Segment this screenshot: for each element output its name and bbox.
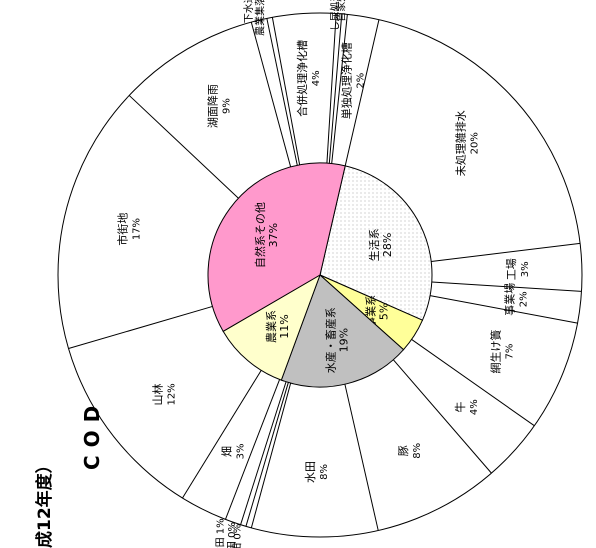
outer-separator xyxy=(411,339,535,427)
inner-slice-4 xyxy=(207,162,346,333)
outer-separator xyxy=(331,14,348,164)
outer-label-name: 合併処理浄化槽 xyxy=(295,40,309,117)
outer-label-name: 湖面降雨 xyxy=(206,84,220,128)
inner-slice-3 xyxy=(222,273,321,381)
inner-label-name: 農業系 xyxy=(264,310,278,343)
outer-label-name: 工場 xyxy=(505,258,518,280)
outer-label-2: 事業場 2% xyxy=(503,283,529,316)
inner-slice-2 xyxy=(280,274,405,388)
outer-label-14: 下水道 1% xyxy=(242,0,255,23)
outer-label-value: 8% xyxy=(319,464,330,480)
outer-separator xyxy=(344,19,380,166)
outer-label-name: 自家処理 0% xyxy=(335,0,348,22)
outer-label-name: し尿処理施設 0% xyxy=(329,0,342,31)
outer-label-name: 下水道 1% xyxy=(242,0,255,23)
outer-label-name: 転作田 0% xyxy=(226,522,238,548)
outer-label-name: 単独処理浄化槽 xyxy=(340,42,354,119)
chart-subtitle: COD xyxy=(80,397,104,470)
outer-label-value: 4% xyxy=(311,70,322,86)
outer-separator xyxy=(182,370,262,499)
outer-label-1: 工場 3% xyxy=(505,258,531,280)
outer-label-name: 畑 xyxy=(220,446,233,457)
outer-label-name: 作付田 1% xyxy=(214,518,227,548)
inner-label-0: 生活系 28% xyxy=(367,228,394,261)
outer-separator xyxy=(392,359,492,474)
inner-label-name: 自然系その他 xyxy=(253,202,267,268)
inner-label-value: 11% xyxy=(278,314,291,338)
outer-separator xyxy=(430,295,578,324)
outer-separator xyxy=(271,17,301,165)
outer-label-17: し尿処理施設 0% xyxy=(329,0,342,31)
outer-separator xyxy=(431,242,581,262)
outer-separator xyxy=(326,13,337,164)
inner-label-value: 37% xyxy=(267,223,280,247)
outer-separator xyxy=(328,13,343,164)
inner-label-4: 自然系その他 37% xyxy=(253,202,280,268)
outer-separator xyxy=(250,382,292,528)
outer-label-6: 水田 8% xyxy=(304,461,330,483)
inner-label-value: 19% xyxy=(337,328,350,352)
outer-label-name: 農業集落排水 0% xyxy=(253,0,266,36)
outer-separator xyxy=(225,379,281,520)
outer-label-value: 7% xyxy=(505,344,516,360)
outer-separator xyxy=(344,384,379,531)
outer-label-value: 8% xyxy=(412,443,423,459)
outer-label-value: 2% xyxy=(356,73,367,89)
inner-label-value: 5% xyxy=(377,303,390,320)
inner-label-name: 生活系 xyxy=(367,228,381,261)
outer-label-name: ハス田 0% xyxy=(233,524,244,548)
outer-label-value: 3% xyxy=(520,261,531,277)
outer-separator xyxy=(245,382,289,527)
outer-label-11: 山林 12% xyxy=(150,383,177,405)
outer-label-name: 山林 xyxy=(150,383,164,405)
outer-label-18: 自家処理 0% xyxy=(335,0,348,22)
outer-separator xyxy=(68,305,213,350)
outer-label-3: 網生け簀 7% xyxy=(489,330,516,374)
outer-label-name: 事業場 xyxy=(503,283,516,316)
inner-label-2: 水産・畜産系 19% xyxy=(323,307,350,373)
inner-slice-0 xyxy=(319,165,433,321)
outer-label-name: 水田 xyxy=(304,461,317,483)
outer-label-5: 豚 8% xyxy=(397,443,423,459)
outer-label-name: 牛 xyxy=(453,402,467,413)
outer-label-name: 豚 xyxy=(397,445,410,456)
outer-label-value: 20% xyxy=(469,132,480,154)
outer-label-name: 網生け簀 xyxy=(489,330,503,374)
outer-separator xyxy=(250,22,292,168)
outer-separator xyxy=(266,18,298,166)
outer-label-10: 畑 3% xyxy=(220,444,246,460)
inner-label-3: 農業系 11% xyxy=(264,310,291,343)
outer-label-8: 転作田 0% xyxy=(226,522,238,548)
outer-label-7: ハス田 0% xyxy=(233,524,244,548)
outer-label-value: 4% xyxy=(469,399,480,415)
outer-label-0: 未処理雑排水 20% xyxy=(453,110,480,176)
inner-label-value: 28% xyxy=(381,233,394,257)
outer-separator xyxy=(431,281,582,292)
outer-label-9: 作付田 1% xyxy=(214,518,227,548)
outer-label-12: 市街地 17% xyxy=(115,213,142,246)
outer-separator xyxy=(128,95,239,199)
outer-label-name: 市街地 xyxy=(115,213,129,246)
outer-label-16: 合併処理浄化槽 4% xyxy=(295,40,322,117)
chart-title: 成12年度） xyxy=(35,456,55,548)
outer-label-15: 農業集落排水 0% xyxy=(253,0,266,36)
outer-label-value: 12% xyxy=(166,383,177,405)
outer-label-name: 未処理雑排水 xyxy=(453,110,467,176)
outer-separator xyxy=(240,381,287,525)
outer-label-value: 17% xyxy=(131,218,142,240)
outer-label-value: 2% xyxy=(518,291,529,307)
outer-label-value: 3% xyxy=(235,444,246,460)
inner-label-name: 水産・畜産系 xyxy=(323,307,337,373)
outer-label-19: 単独処理浄化槽 2% xyxy=(340,42,367,119)
outer-label-4: 牛 4% xyxy=(453,399,480,415)
outer-label-13: 湖面降雨 9% xyxy=(206,84,233,128)
outer-label-value: 9% xyxy=(222,98,233,114)
